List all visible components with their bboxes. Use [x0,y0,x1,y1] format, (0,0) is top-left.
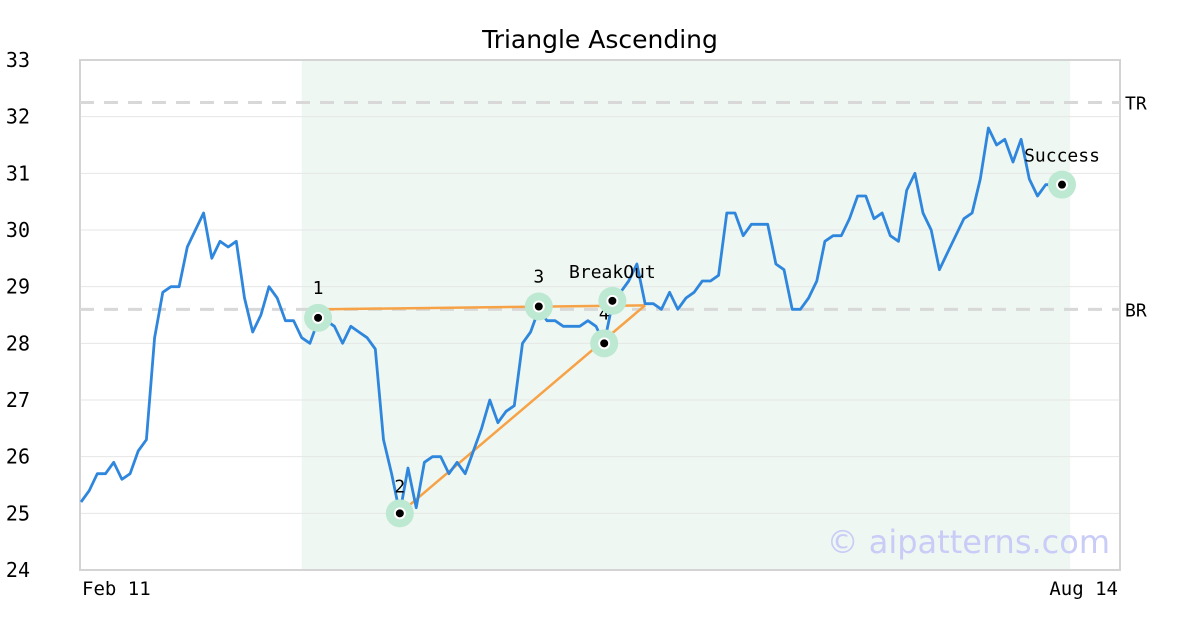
y-tick-label: 29 [6,275,30,299]
price-series [79,126,1062,515]
marker-label: 3 [533,267,544,288]
level-label-br: BR [1125,300,1147,321]
marker-dot [606,294,619,307]
pattern-markers: 1 2 3 4 BreakOut Success [304,146,1100,528]
triangle-top-line [318,304,646,311]
gridlines [80,116,1120,514]
x-tick-label: Aug 14 [1049,578,1118,600]
chart-title: Triangle Ascending [481,25,718,54]
x-axis: Feb 11 Aug 14 [82,578,1118,600]
marker-label: BreakOut [569,262,656,283]
y-tick-label: 30 [6,218,30,242]
pattern-window-band [301,60,1071,570]
marker-label: Success [1024,146,1100,167]
marker-label: 4 [599,303,610,324]
marker-dot [312,311,325,324]
marker-label: 2 [394,476,405,497]
y-tick-label: 28 [6,331,30,355]
watermark: © aipatterns.com [827,523,1110,561]
plot-frame [79,59,1121,571]
marker-dot [393,507,406,520]
pattern-band [301,60,1071,570]
price-line [79,126,1062,515]
level-lines: TR BR [80,94,1147,321]
marker-label: 1 [313,278,324,299]
level-label-tr: TR [1125,94,1147,115]
marker-dot [598,337,611,350]
y-tick-label: 33 [6,48,30,72]
y-tick-label: 27 [6,388,30,412]
y-axis: 24 25 26 27 28 29 30 31 32 33 [6,48,30,582]
x-tick-label: Feb 11 [82,578,151,600]
y-tick-label: 31 [6,161,30,185]
marker-dot [532,300,545,313]
y-tick-label: 26 [6,445,30,469]
y-tick-label: 24 [6,558,30,582]
y-tick-label: 25 [6,501,30,525]
y-tick-label: 32 [6,105,30,129]
marker-dot [1056,178,1068,191]
